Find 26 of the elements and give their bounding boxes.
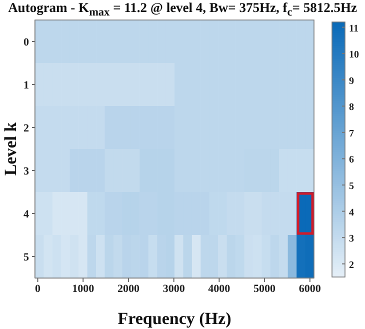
y-tick-label: 2 <box>24 122 30 134</box>
x-tick-label: 4000 <box>208 282 231 295</box>
chart-title: Autogram - K$_{max}$ = 11.2 @ level 4, Bw= 375Hz, f$_{c}$= 5812.5Hz <box>8 0 357 19</box>
x-tick-label: 6000 <box>298 282 322 295</box>
y-tick-label: 5 <box>24 251 30 264</box>
y-axis-title: Level k <box>1 122 20 176</box>
color-bar-label: 6 <box>349 154 354 166</box>
color-bar-label: 11 <box>349 23 358 34</box>
y-tick-label: 1 <box>24 79 29 92</box>
color-bar-label: 4 <box>349 207 354 218</box>
color-bar-label: 8 <box>349 102 354 114</box>
color-bar-label: 7 <box>349 128 354 140</box>
x-axis-title: Frequency (Hz) <box>118 309 232 328</box>
x-tick-label: 2000 <box>117 282 140 295</box>
color-bar-label: 2 <box>349 260 354 271</box>
x-tick-label: 3000 <box>162 282 186 295</box>
x-tick-label: 1000 <box>72 282 95 295</box>
y-tick-label: 0 <box>24 36 30 48</box>
color-bar-label: 9 <box>349 76 354 87</box>
color-bar-label: 5 <box>349 180 354 192</box>
color-bar-label: 3 <box>349 234 354 245</box>
x-tick-label: 5000 <box>254 282 276 295</box>
y-tick-label: 3 <box>24 165 30 178</box>
y-tick-label: 4 <box>24 208 30 220</box>
x-tick-label: 0 <box>34 282 41 295</box>
color-bar-label: 10 <box>349 50 359 61</box>
